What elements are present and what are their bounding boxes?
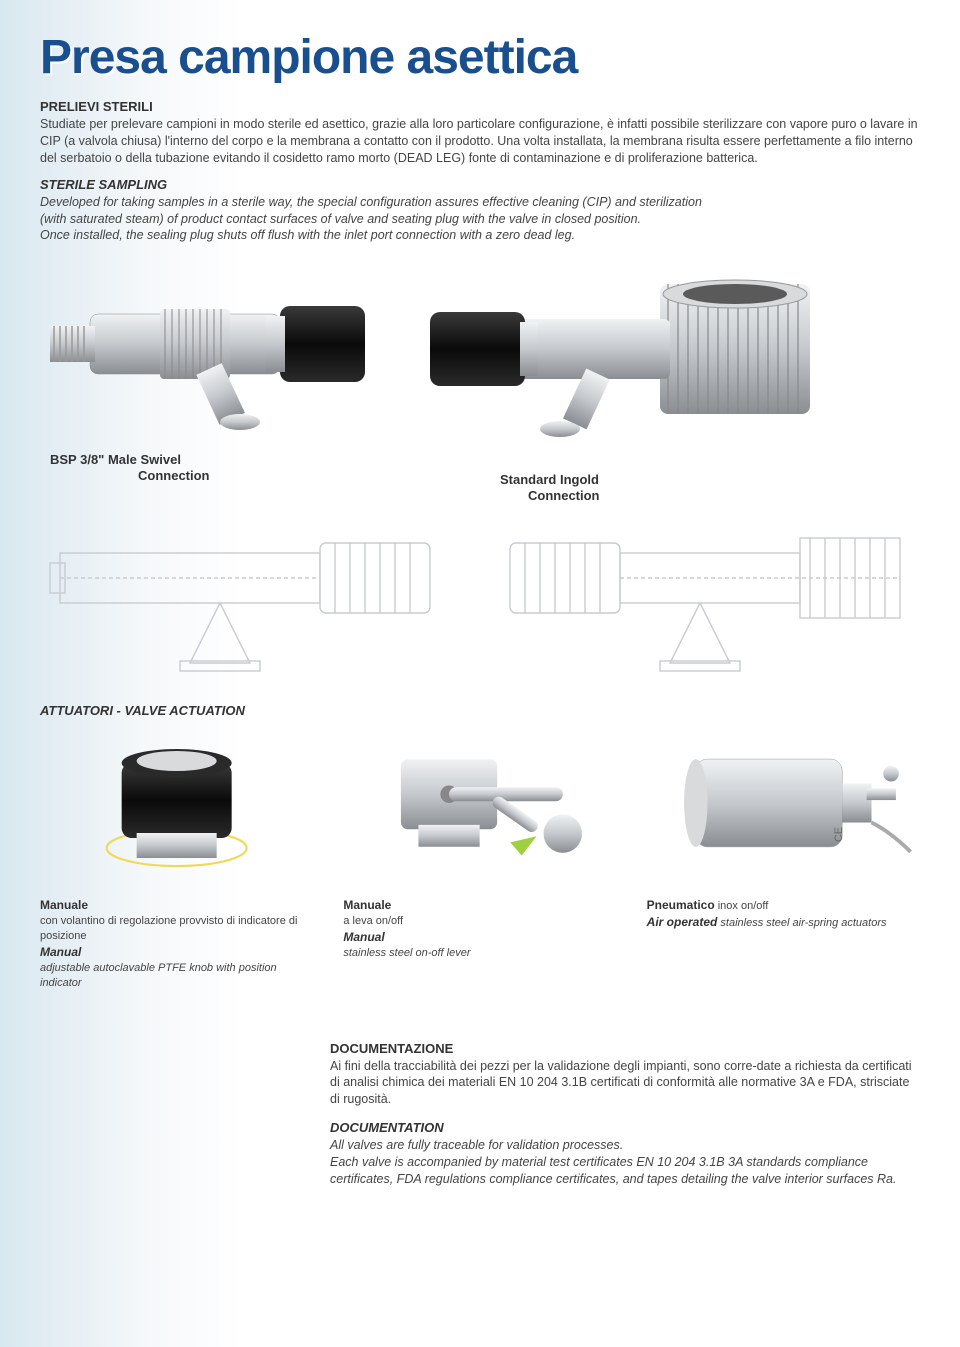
diagram-row: [40, 513, 920, 683]
label-ingold: Standard Ingold Connection: [500, 472, 860, 503]
act2-text-en: stainless steel air-spring actuators: [717, 917, 886, 929]
english-body-2: Once installed, the sealing plug shuts o…: [40, 227, 600, 244]
actuator-pneumatic-photo: CE: [647, 733, 920, 873]
doc-heading-en: DOCUMENTATION: [330, 1120, 920, 1135]
actuator-knob-label: Manuale con volantino di regolazione pro…: [40, 897, 313, 990]
svg-text:CE: CE: [833, 828, 845, 843]
act2-bold-en: Air operated: [647, 915, 718, 929]
doc-body-it: Ai fini della tracciabilità dei pezzi pe…: [330, 1058, 920, 1109]
actuator-lever: Manuale a leva on/off Manual stainless s…: [343, 733, 616, 960]
doc-body-en1: All valves are fully traceable for valid…: [330, 1137, 920, 1154]
actuator-knob-photo: [40, 733, 313, 873]
act2-bold-it: Pneumatico: [647, 898, 715, 912]
documentation-section: DOCUMENTAZIONE Ai fini della tracciabili…: [330, 1041, 920, 1188]
label-bsp-line1: BSP 3/8" Male Swivel: [50, 452, 181, 467]
act1-text-it: a leva on/off: [343, 915, 403, 927]
actuator-lever-label: Manuale a leva on/off Manual stainless s…: [343, 897, 616, 960]
actuator-row: Manuale con volantino di regolazione pro…: [40, 733, 920, 990]
actuation-title: ATTUATORI - VALVE ACTUATION: [40, 703, 920, 718]
act0-text-en: adjustable autoclavable PTFE knob with p…: [40, 962, 277, 989]
valve-photo-ingold: [420, 264, 860, 464]
actuator-lever-photo: [343, 733, 616, 873]
act0-bold-it: Manuale: [40, 898, 88, 912]
act1-bold-it: Manuale: [343, 898, 391, 912]
doc-heading-it: DOCUMENTAZIONE: [330, 1041, 920, 1056]
label-ingold-line2: Connection: [528, 488, 600, 503]
actuator-knob: Manuale con volantino di regolazione pro…: [40, 733, 313, 990]
product-left-block: BSP 3/8" Male Swivel Connection: [40, 264, 380, 483]
act1-text-en: stainless steel on-off lever: [343, 947, 470, 959]
english-body-1: Developed for taking samples in a steril…: [40, 194, 720, 228]
actuator-pneumatic-label: Pneumatico inox on/off Air operated stai…: [647, 897, 920, 931]
act1-bold-en: Manual: [343, 930, 384, 944]
act0-bold-en: Manual: [40, 945, 81, 959]
label-ingold-line1: Standard Ingold: [500, 472, 599, 487]
english-heading: STERILE SAMPLING: [40, 177, 920, 192]
diagram-bsp: [40, 513, 460, 683]
act0-text-it: con volantino di regolazione provvisto d…: [40, 915, 297, 942]
english-section: STERILE SAMPLING Developed for taking sa…: [40, 177, 920, 245]
valve-photo-bsp: [40, 264, 380, 444]
doc-body-en2: Each valve is accompanied by material te…: [330, 1154, 920, 1188]
product-photo-row: BSP 3/8" Male Swivel Connection: [40, 264, 920, 503]
italian-body: Studiate per prelevare campioni in modo …: [40, 116, 920, 167]
act2-text-it: inox on/off: [715, 900, 769, 912]
italian-heading: PRELIEVI STERILI: [40, 99, 920, 114]
actuator-pneumatic: CE Pneumatico inox on/off Air operated s…: [647, 733, 920, 931]
diagram-ingold: [500, 513, 920, 683]
italian-section: PRELIEVI STERILI Studiate per prelevare …: [40, 99, 920, 167]
product-right-block: Standard Ingold Connection: [420, 264, 860, 503]
label-bsp: BSP 3/8" Male Swivel Connection: [50, 452, 380, 483]
page-title: Presa campione asettica: [40, 30, 920, 85]
label-bsp-line2: Connection: [138, 468, 210, 483]
